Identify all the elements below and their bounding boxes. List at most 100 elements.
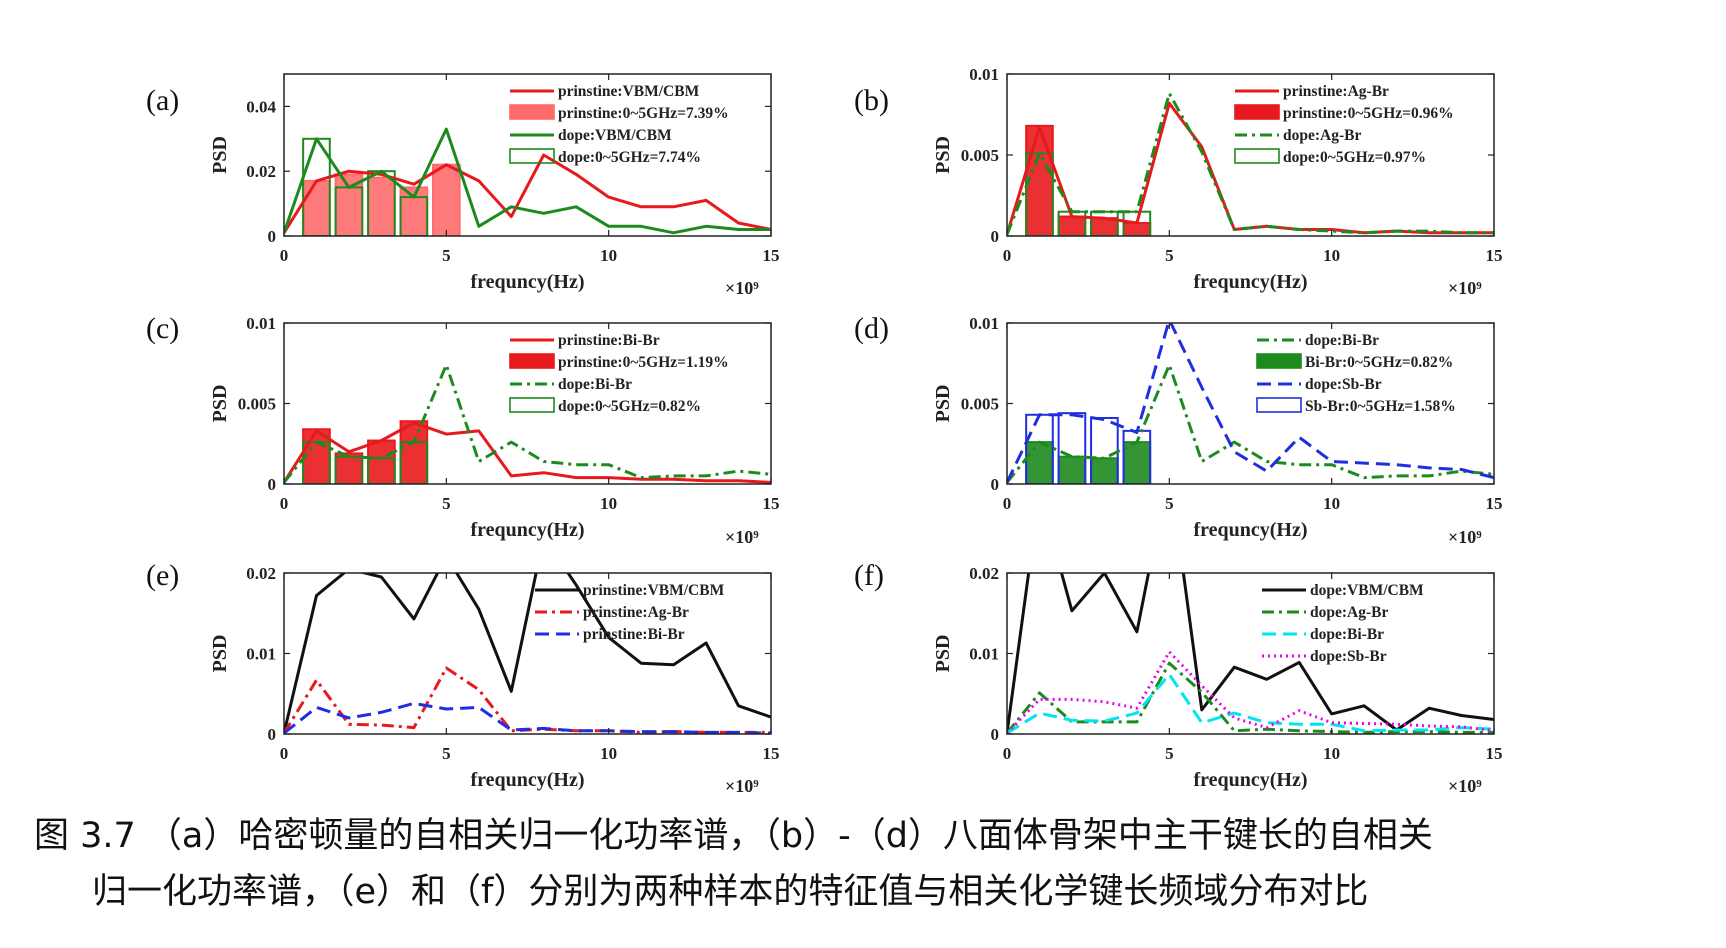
bar <box>1025 441 1054 484</box>
y-axis-label: PSD <box>209 635 231 673</box>
legend-swatch <box>509 148 555 164</box>
legend-swatch <box>1256 397 1302 413</box>
legend-label: prinstine:Ag-Br <box>583 604 689 621</box>
x-axis-multiplier: ×10⁹ <box>1448 527 1482 547</box>
panel-label: (e) <box>146 559 179 592</box>
plot-area <box>284 573 771 734</box>
plot-area <box>1007 323 1494 484</box>
axes-box <box>283 73 772 237</box>
x-tick-label: 5 <box>442 246 451 265</box>
bar <box>432 163 461 236</box>
chart-panel-1: (b) 0 5 10 15 0 0.005 0.01 frequncy(Hz) PSD ×10⁹ pr… <box>854 65 1503 298</box>
caption-line-2: 归一化功率谱，（e）和（f）分别为两种样本的特征值与相关化学键长频域分布对比 <box>92 872 1369 912</box>
x-tick-label: 5 <box>442 494 451 513</box>
legend-label: prinstine:Ag-Br <box>1283 83 1389 100</box>
caption-line-1: 图 3.7 （a）哈密顿量的自相关归一化功率谱，（b）-（d）八面体骨架中主干键… <box>34 816 1433 856</box>
x-axis-label: frequncy(Hz) <box>1193 519 1307 541</box>
bar <box>334 455 364 484</box>
x-axis-label: frequncy(Hz) <box>470 519 584 541</box>
plot-area <box>284 363 771 484</box>
y-tick-label: 0.04 <box>246 97 276 116</box>
bar <box>367 439 396 484</box>
legend: dope:VBM/CBM dope:Ag-Br dope:Bi-Br dope:Sb-… <box>1262 582 1424 665</box>
y-tick-label: 0.02 <box>969 564 999 583</box>
y-tick-label: 0.005 <box>961 395 999 414</box>
x-tick-label: 15 <box>763 744 780 763</box>
legend-swatch <box>509 353 555 369</box>
chart-panel-0: (a) 0 5 10 15 0 0.02 0.04 frequncy(Hz) PSD ×10⁹ pri… <box>146 73 780 298</box>
series-line <box>1007 650 1494 734</box>
series-line <box>284 363 771 484</box>
x-axis-multiplier: ×10⁹ <box>725 278 759 298</box>
legend-swatch <box>1234 148 1280 164</box>
y-tick-label: 0.01 <box>969 314 999 333</box>
legend-swatch <box>1234 104 1280 120</box>
legend-label: dope:Sb-Br <box>1310 648 1387 665</box>
plot-area <box>1007 573 1494 734</box>
legend: prinstine:VBM/CBM prinstine:Ag-Br prinstin… <box>535 582 725 643</box>
x-axis-multiplier: ×10⁹ <box>725 527 759 547</box>
legend-label: prinstine:VBM/CBM <box>583 582 725 599</box>
bar <box>1057 215 1087 236</box>
x-tick-label: 10 <box>1323 494 1340 513</box>
bar <box>399 420 429 484</box>
x-tick-label: 15 <box>763 246 780 265</box>
bar <box>367 176 396 236</box>
y-axis-label: PSD <box>209 136 231 174</box>
y-axis-label: PSD <box>932 385 954 423</box>
x-tick-label: 5 <box>442 744 451 763</box>
legend-label: dope:0~5GHz=7.74% <box>558 149 701 166</box>
bar <box>1122 222 1152 236</box>
chart-panel-3: (d) 0 5 10 15 0 0.005 0.01 frequncy(Hz) PSD ×10⁹ do… <box>854 312 1503 547</box>
legend-label: dope:VBM/CBM <box>1310 582 1424 599</box>
x-tick-label: 0 <box>280 494 289 513</box>
x-tick-label: 0 <box>1003 246 1012 265</box>
legend-label: dope:Bi-Br <box>558 376 632 393</box>
plot-area <box>284 127 771 236</box>
legend-label: prinstine:0~5GHz=1.19% <box>558 354 729 371</box>
series-line <box>1007 363 1494 484</box>
legend-label: prinstine:VBM/CBM <box>558 83 700 100</box>
y-axis-label: PSD <box>932 136 954 174</box>
y-tick-label: 0 <box>268 725 277 744</box>
figure-canvas: (a) 0 5 10 15 0 0.02 0.04 frequncy(Hz) PSD ×10⁹ pri… <box>146 65 1503 796</box>
y-axis-label: PSD <box>209 385 231 423</box>
y-tick-label: 0.01 <box>969 65 999 84</box>
x-tick-label: 15 <box>1486 494 1503 513</box>
bar <box>334 452 364 484</box>
legend-swatch <box>509 104 555 120</box>
y-tick-label: 0.02 <box>246 162 276 181</box>
legend-label: dope:Ag-Br <box>1310 604 1388 621</box>
legend-label: prinstine:Bi-Br <box>583 626 685 643</box>
bar <box>1057 412 1087 484</box>
x-tick-label: 15 <box>1486 246 1503 265</box>
x-tick-label: 5 <box>1165 744 1174 763</box>
x-tick-label: 5 <box>1165 246 1174 265</box>
x-tick-label: 0 <box>280 246 289 265</box>
panel-label: (b) <box>854 84 889 117</box>
legend-label: prinstine:Bi-Br <box>558 332 660 349</box>
y-tick-label: 0 <box>268 475 277 494</box>
y-tick-label: 0 <box>991 725 1000 744</box>
plot-area <box>1007 91 1494 236</box>
series-line <box>284 421 771 484</box>
x-tick-label: 0 <box>280 744 289 763</box>
x-tick-label: 5 <box>1165 494 1174 513</box>
x-tick-label: 10 <box>600 494 617 513</box>
y-tick-label: 0 <box>991 227 1000 246</box>
y-tick-label: 0.01 <box>969 645 999 664</box>
legend-label: dope:0~5GHz=0.82% <box>558 398 701 415</box>
x-tick-label: 10 <box>600 744 617 763</box>
series-line <box>1007 91 1494 235</box>
legend-label: dope:Sb-Br <box>1305 376 1382 393</box>
x-axis-label: frequncy(Hz) <box>1193 271 1307 293</box>
y-tick-label: 0 <box>268 227 277 246</box>
panel-label: (c) <box>146 312 179 345</box>
x-tick-label: 0 <box>1003 744 1012 763</box>
legend-label: Sb-Br:0~5GHz=1.58% <box>1305 398 1456 415</box>
legend-label: prinstine:0~5GHz=7.39% <box>558 105 729 122</box>
panel-label: (d) <box>854 312 889 345</box>
y-tick-label: 0.01 <box>246 645 276 664</box>
x-axis-label: frequncy(Hz) <box>470 271 584 293</box>
legend-label: dope:VBM/CBM <box>558 127 672 144</box>
